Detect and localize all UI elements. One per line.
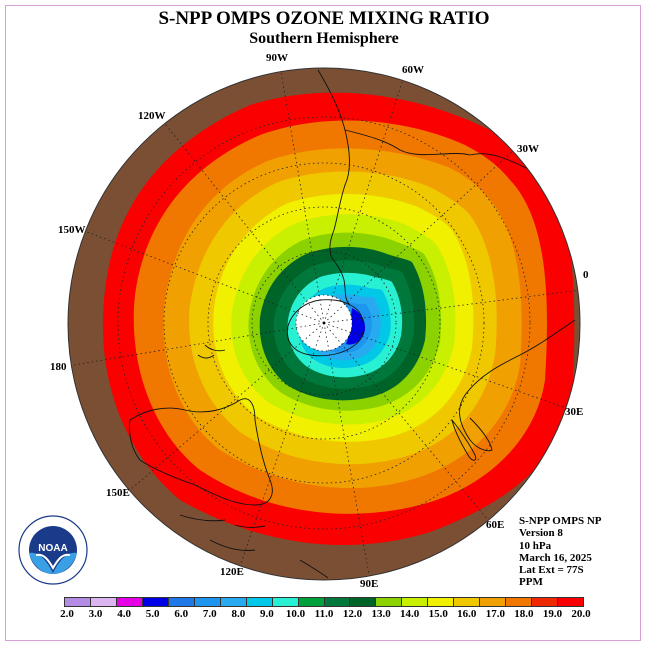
colorbar-swatch [376,598,403,606]
lon-label-60w: 60W [402,64,424,76]
info-product: S-NPP OMPS NP [519,515,602,527]
lon-label-180: 180 [50,361,67,373]
colorbar-tick-label: 4.0 [117,608,131,620]
colorbar-swatch [90,598,117,606]
south-pole-marker [322,321,326,325]
lon-label-120e: 120E [220,566,244,578]
colorbar-tick-label: 10.0 [285,608,306,620]
colorbar-tick-label: 18.0 [514,608,534,620]
colorbar-swatch [65,598,91,606]
colorbar-swatch [116,598,143,606]
lon-label-150w: 150W [58,224,86,236]
colorbar-swatch [246,598,273,606]
colorbar-swatch [428,598,455,606]
lon-label-30e: 30E [565,406,583,418]
coastlines [129,69,576,579]
colorbar-swatch [194,598,221,606]
colorbar-tick-label: 11.0 [314,608,334,620]
colorbar-tick-label: 14.0 [400,608,420,620]
info-version: Version 8 [519,527,563,540]
coastline-madagascar [451,419,477,461]
colorbar-tick-label: 13.0 [371,608,391,620]
colorbar-tick-label: 17.0 [485,608,505,620]
lon-label-90e: 90E [360,578,378,590]
colorbar-swatch [402,598,429,606]
map-boundary [67,67,581,581]
colorbar-swatch [558,598,584,606]
page-subtitle: Southern Hemisphere [249,30,399,47]
colorbar-swatch [324,598,351,606]
noaa-logo-text: NOAA [38,543,67,554]
colorbar-swatch [220,598,247,606]
coastline-antarctic-peninsula [331,257,351,306]
colorbar-tick-label: 15.0 [428,608,448,620]
colorbar-swatch [532,598,559,606]
lon-label-120w: 120W [138,110,166,122]
colorbar-tick-label: 19.0 [542,608,563,620]
colorbar-tick-label: 2.0 [60,608,74,620]
colorbar-swatch [298,598,325,606]
colorbar-swatch [350,598,377,606]
colorbar-tick-label: 5.0 [145,608,160,620]
coastline-new-zealand [197,344,226,359]
figure-frame [5,5,641,641]
product-info: S-NPP OMPS NP Version 8 10 hPa March 16,… [519,515,602,589]
coastline-indonesia [179,514,329,579]
noaa-logo: NOAA [18,515,88,585]
longitude-labels: 90W 60W 30W 0 30E 60E 90E 120E 150E 180 … [50,52,589,590]
colorbar-swatch [454,598,481,606]
info-date: March 16, 2025 [519,551,592,564]
coastline-antarctica [286,299,364,357]
colorbar-tick-label: 12.0 [342,608,363,620]
colorbar-labels: 2.0 3.0 4.0 5.0 6.0 7.0 8.0 9.0 10.0 11.0 12.0 13.0… [0,608,648,622]
colorbar-tick-label: 20.0 [571,608,591,620]
coastline-south-america [317,69,531,259]
lon-label-150e: 150E [106,487,130,499]
info-units: PPM [519,576,543,589]
latitude-circles [117,116,531,530]
colorbar-tick-label: 8.0 [231,608,246,620]
colorbar-tick-label: 7.0 [202,608,217,620]
info-level: 10 hPa [519,539,552,552]
map-disk [68,68,580,580]
colorbar-tick-label: 16.0 [457,608,477,620]
colorbar-swatch [272,598,299,606]
colorbar-tick-label: 9.0 [260,608,274,620]
page-title: S-NPP OMPS OZONE MIXING RATIO [158,8,490,29]
lon-label-60e: 60E [486,519,504,531]
colorbar-swatch [480,598,507,606]
colorbar-swatch [142,598,169,606]
info-lat-ext: Lat Ext = 77S [519,564,584,577]
ozone-band-6 [346,308,366,345]
colorbar [64,597,584,607]
colorbar-swatch [506,598,533,606]
coastline-australia [129,398,273,506]
lon-label-30w: 30W [517,143,539,155]
colorbar-tick-label: 6.0 [174,608,189,620]
lon-label-90w: 90W [266,52,288,64]
colorbar-swatch [168,598,195,606]
coastline-africa [459,319,576,452]
colorbar-tick-label: 3.0 [88,608,103,620]
meridians [68,68,580,580]
lon-label-0: 0 [583,269,589,281]
